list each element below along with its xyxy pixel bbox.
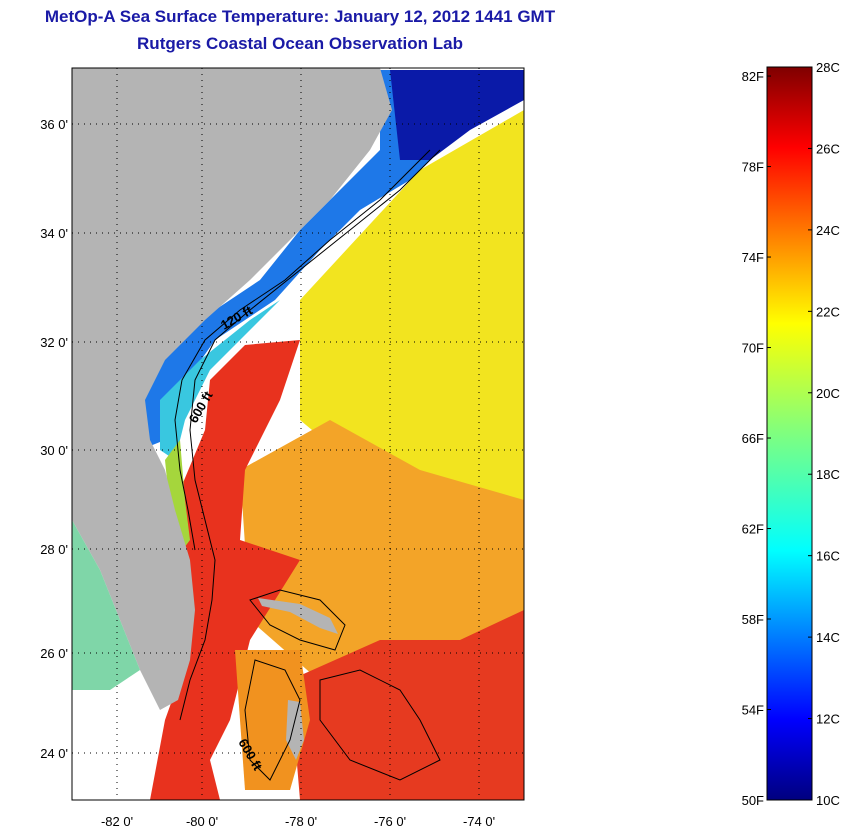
fahrenheit-tick-label: 82F [742, 69, 764, 84]
celsius-tick-label: 14C [816, 630, 840, 645]
lon-label: -82 0' [101, 814, 133, 829]
lon-label: -80 0' [186, 814, 218, 829]
celsius-tick-label: 16C [816, 549, 840, 564]
celsius-tick-label: 12C [816, 712, 840, 727]
map-title: MetOp-A Sea Surface Temperature: January… [44, 7, 556, 26]
map-frame [71, 67, 525, 801]
lon-label: -76 0' [374, 814, 406, 829]
celsius-tick-label: 24C [816, 223, 840, 238]
lat-label: 32 0' [40, 335, 68, 350]
fahrenheit-tick-label: 66F [742, 431, 764, 446]
colorbar [766, 66, 813, 801]
color-legend: 82F 78F 74F 70F 66F 62F 58F 54F 50F 28C 26C 24C 22C… [742, 60, 840, 808]
sst-orange-bahamas [235, 650, 310, 790]
fahrenheit-tick-label: 50F [742, 793, 764, 808]
lon-label: -78 0' [285, 814, 317, 829]
land-bahamas-north [258, 598, 338, 634]
graticule [72, 68, 524, 800]
sst-gulf-coastal [72, 520, 140, 690]
fahrenheit-tick-label: 78F [742, 160, 764, 175]
sst-green-nearshore [165, 440, 190, 560]
lat-label: 34 0' [40, 226, 68, 241]
sst-cyan-coastal-band [160, 300, 280, 460]
celsius-scale: 28C 26C 24C 22C 20C 18C 16C 14C 12C 10C [808, 60, 840, 808]
fahrenheit-scale: 82F 78F 74F 70F 66F 62F 58F 54F 50F [742, 69, 771, 808]
lat-label: 26 0' [40, 646, 68, 661]
lon-label: -74 0' [463, 814, 495, 829]
sst-deep-blue-north [390, 70, 524, 160]
lat-label: 28 0' [40, 542, 68, 557]
fahrenheit-tick-label: 74F [742, 250, 764, 265]
celsius-tick-label: 28C [816, 60, 840, 75]
bathymetry-contours [174, 149, 441, 781]
fahrenheit-tick-label: 62F [742, 522, 764, 537]
fahrenheit-tick-label: 54F [742, 703, 764, 718]
lat-label: 36 0' [40, 117, 68, 132]
celsius-tick-label: 20C [816, 386, 840, 401]
map-subtitle: Rutgers Coastal Ocean Observation Lab [137, 34, 463, 53]
celsius-tick-label: 22C [816, 304, 840, 319]
lat-label: 30 0' [40, 443, 68, 458]
land-southeast-us [72, 68, 392, 710]
celsius-tick-label: 26C [816, 141, 840, 156]
fahrenheit-tick-label: 70F [742, 341, 764, 356]
land-andros [286, 700, 304, 760]
sst-red-gulfstream [150, 340, 300, 800]
celsius-tick-label: 18C [816, 467, 840, 482]
lat-label: 24 0' [40, 746, 68, 761]
sst-map: 120 ft 600 ft 600 ft 36 0' 34 0' 32 0' 3… [40, 67, 525, 829]
celsius-tick-label: 10C [816, 793, 840, 808]
fahrenheit-tick-label: 58F [742, 612, 764, 627]
